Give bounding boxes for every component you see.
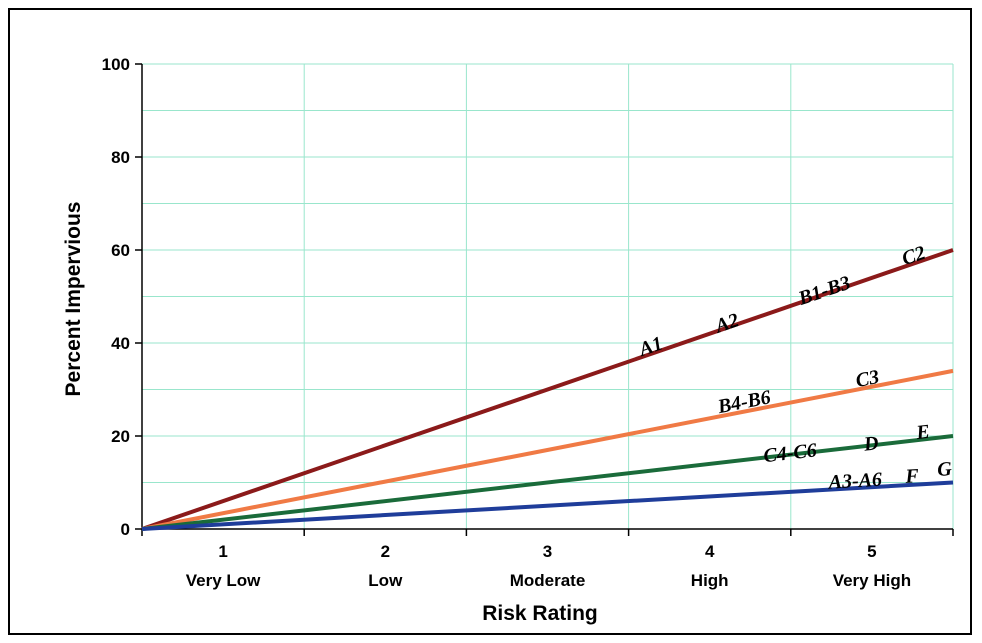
- x-tick-number: 3: [543, 542, 552, 561]
- y-axis-title: Percent Impervious: [62, 202, 85, 397]
- series-annotation: B4-B6: [715, 386, 773, 418]
- series-annotation: E: [914, 421, 931, 444]
- y-tick-label: 100: [102, 55, 130, 74]
- series-annotation: D: [862, 432, 880, 456]
- series-annotation: C3: [854, 366, 881, 392]
- series-annotation: F: [904, 465, 920, 488]
- series-line: [141, 248, 954, 531]
- series-annotation: B1-B3: [795, 272, 854, 310]
- y-tick-label: 60: [111, 241, 130, 260]
- series-annotation: A3-A6: [826, 469, 883, 494]
- series-line: [141, 480, 954, 531]
- series-annotation: A2: [711, 309, 742, 338]
- x-axis-title: Risk Rating: [482, 602, 598, 625]
- x-tick-label: Moderate: [510, 571, 586, 590]
- x-tick-label: Very Low: [186, 571, 261, 590]
- x-tick-number: 2: [381, 542, 390, 561]
- x-tick-label: Very High: [833, 571, 911, 590]
- x-tick-number: 1: [218, 542, 227, 561]
- x-tick-number: 4: [705, 542, 715, 561]
- x-tick-label: High: [691, 571, 729, 590]
- chart-grid: [141, 63, 954, 529]
- y-tick-label: 20: [111, 427, 130, 446]
- chart-series: [141, 248, 954, 531]
- series-line: [141, 434, 954, 531]
- y-tick-label: 0: [121, 520, 130, 539]
- x-tick-label: Low: [368, 571, 403, 590]
- series-line: [141, 368, 954, 531]
- series-annotation: C4-C6: [762, 439, 818, 467]
- x-tick-number: 5: [867, 542, 876, 561]
- chart-axes: 0 20 40 60 80 100 1 Very Low 2 Low 3 Moderate 4 High 5…: [102, 55, 954, 590]
- chart-frame: [8, 8, 972, 635]
- series-annotation: G: [937, 458, 953, 481]
- y-tick-label: 80: [111, 148, 130, 167]
- y-tick-label: 40: [111, 334, 130, 353]
